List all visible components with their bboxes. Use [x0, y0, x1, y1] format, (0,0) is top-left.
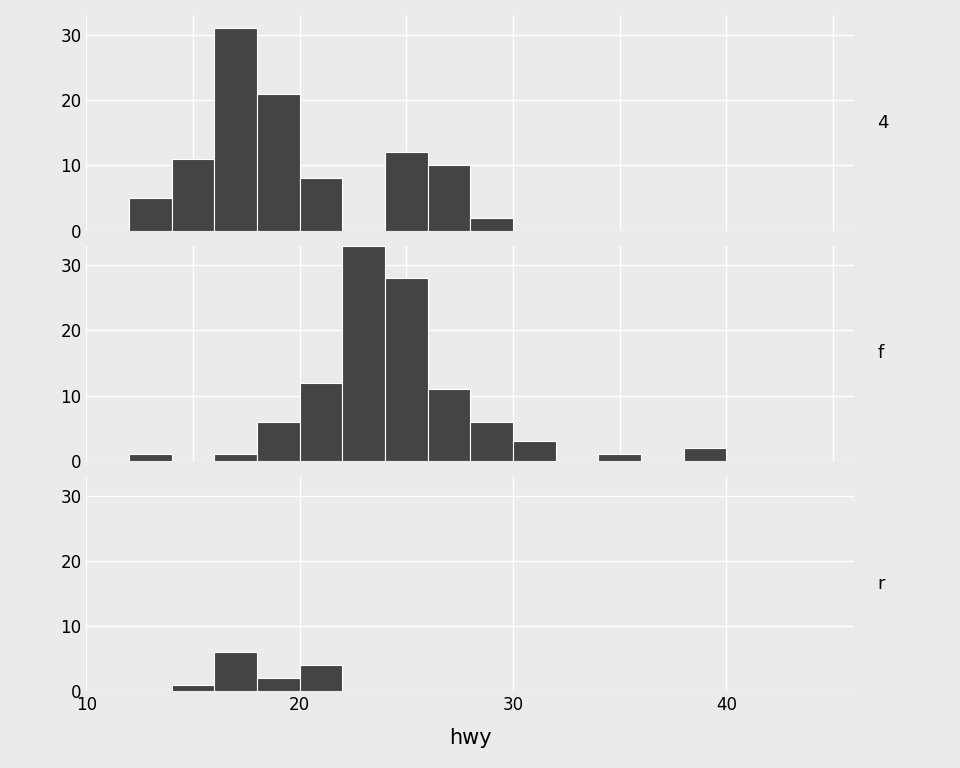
Text: r: r — [877, 574, 885, 593]
Text: 4: 4 — [877, 114, 889, 132]
Bar — [257, 678, 300, 691]
Bar — [684, 448, 727, 461]
Bar — [513, 442, 556, 461]
X-axis label: hwy: hwy — [449, 728, 492, 748]
Bar — [214, 652, 257, 691]
Bar — [300, 178, 343, 230]
Bar — [214, 28, 257, 230]
Bar — [428, 389, 470, 461]
Bar — [385, 278, 428, 461]
Bar — [598, 455, 641, 461]
Text: f: f — [877, 344, 884, 362]
Bar — [385, 152, 428, 230]
Bar — [470, 422, 513, 461]
Bar — [257, 94, 300, 230]
Bar — [172, 685, 214, 691]
Bar — [172, 159, 214, 230]
Bar — [129, 198, 172, 230]
Bar — [214, 455, 257, 461]
Bar — [300, 382, 343, 461]
Bar — [343, 246, 385, 461]
Bar — [470, 217, 513, 230]
Bar — [129, 455, 172, 461]
Bar — [257, 422, 300, 461]
Bar — [300, 665, 343, 691]
Bar — [428, 165, 470, 230]
